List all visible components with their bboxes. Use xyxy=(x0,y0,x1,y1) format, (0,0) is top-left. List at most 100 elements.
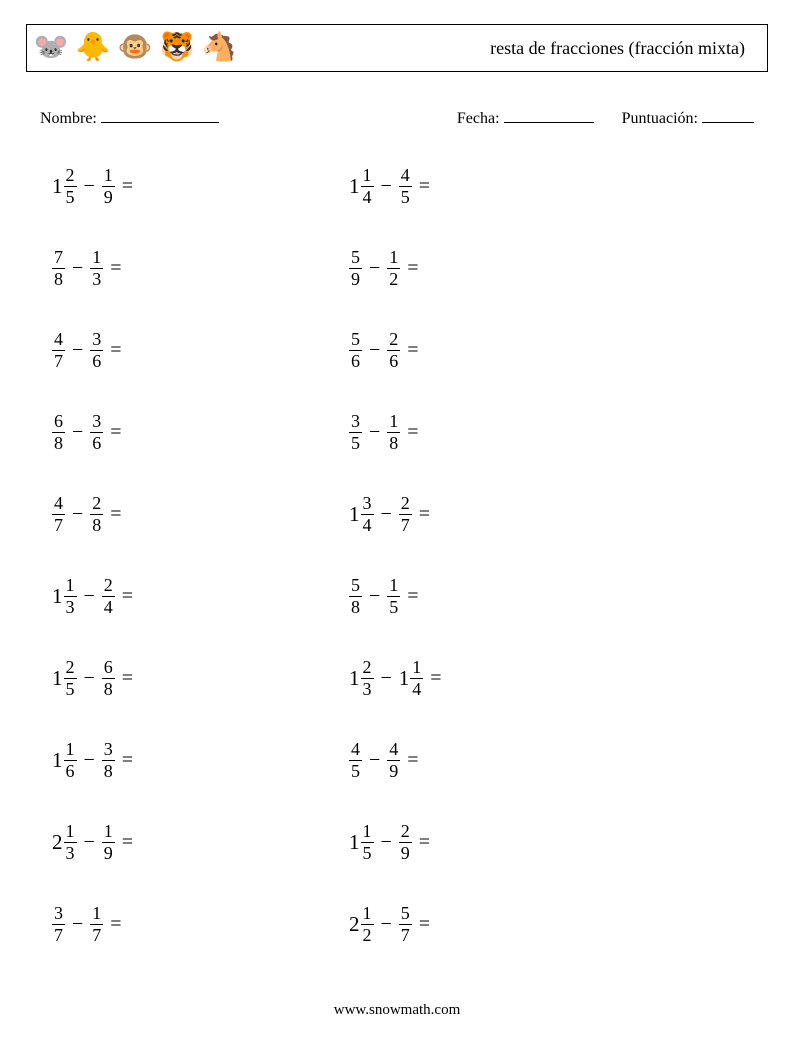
minus-operator: − xyxy=(381,913,392,936)
fraction: 36 xyxy=(90,412,103,453)
equals-sign: = xyxy=(110,421,121,444)
fraction-denominator: 5 xyxy=(399,188,412,207)
fraction-numerator: 1 xyxy=(410,658,423,677)
fraction-denominator: 7 xyxy=(52,516,65,535)
fraction: 14 xyxy=(361,166,374,207)
minus-operator: − xyxy=(72,503,83,526)
mouse-face-icon: 🐭 xyxy=(33,30,69,66)
problem: 116−38= xyxy=(52,719,349,801)
fraction-denominator: 2 xyxy=(387,270,400,289)
problem: 115−29= xyxy=(349,801,442,883)
problem: 134−27= xyxy=(349,473,442,555)
fraction: 49 xyxy=(387,740,400,781)
fraction: 45 xyxy=(399,166,412,207)
fraction: 57 xyxy=(399,904,412,945)
problem: 68−36= xyxy=(52,391,349,473)
minus-operator: − xyxy=(369,339,380,362)
minus-operator: − xyxy=(84,667,95,690)
fraction-denominator: 3 xyxy=(64,598,77,617)
fraction-denominator: 4 xyxy=(361,516,374,535)
date-blank[interactable] xyxy=(504,108,594,123)
fraction: 24 xyxy=(102,576,115,617)
fraction: 27 xyxy=(399,494,412,535)
equals-sign: = xyxy=(407,339,418,362)
problem: 47−36= xyxy=(52,309,349,391)
fraction-numerator: 1 xyxy=(64,740,77,759)
equals-sign: = xyxy=(122,585,133,608)
problem: 37−17= xyxy=(52,883,349,965)
fraction: 16 xyxy=(64,740,77,781)
fraction-denominator: 5 xyxy=(349,762,362,781)
minus-operator: − xyxy=(381,175,392,198)
minus-operator: − xyxy=(369,749,380,772)
fraction: 25 xyxy=(64,658,77,699)
problems-col-2: 114−45=59−12=56−26=35−18=134−27=58−15=12… xyxy=(349,145,442,965)
mixed-whole: 1 xyxy=(349,502,360,527)
mixed-whole: 2 xyxy=(52,830,63,855)
problem: 56−26= xyxy=(349,309,442,391)
fraction-denominator: 2 xyxy=(361,926,374,945)
fraction: 34 xyxy=(361,494,374,535)
fraction: 25 xyxy=(64,166,77,207)
name-label: Nombre: xyxy=(40,110,97,127)
fraction: 28 xyxy=(90,494,103,535)
fraction-denominator: 9 xyxy=(102,188,115,207)
equals-sign: = xyxy=(419,913,430,936)
fraction-denominator: 8 xyxy=(52,434,65,453)
problem: 123−114= xyxy=(349,637,442,719)
fraction-numerator: 4 xyxy=(399,166,412,185)
fraction-numerator: 2 xyxy=(399,494,412,513)
problem: 78−13= xyxy=(52,227,349,309)
fraction-denominator: 4 xyxy=(361,188,374,207)
meta-score: Puntuación: xyxy=(622,108,754,128)
minus-operator: − xyxy=(381,667,392,690)
fraction-denominator: 5 xyxy=(361,844,374,863)
fraction-denominator: 7 xyxy=(399,516,412,535)
fraction-numerator: 1 xyxy=(387,412,400,431)
date-label: Fecha: xyxy=(457,110,500,127)
fraction: 19 xyxy=(102,822,115,863)
fraction: 15 xyxy=(361,822,374,863)
problem: 58−15= xyxy=(349,555,442,637)
fraction-denominator: 7 xyxy=(52,926,65,945)
score-blank[interactable] xyxy=(702,108,754,123)
fraction-numerator: 5 xyxy=(349,330,362,349)
fraction-numerator: 1 xyxy=(102,822,115,841)
problem: 113−24= xyxy=(52,555,349,637)
fraction: 45 xyxy=(349,740,362,781)
fraction-numerator: 4 xyxy=(387,740,400,759)
fraction: 78 xyxy=(52,248,65,289)
fraction: 59 xyxy=(349,248,362,289)
fraction-numerator: 3 xyxy=(361,494,374,513)
fraction-numerator: 2 xyxy=(90,494,103,513)
fraction-numerator: 1 xyxy=(361,166,374,185)
fraction-numerator: 3 xyxy=(52,904,65,923)
fraction: 17 xyxy=(90,904,103,945)
fraction-numerator: 3 xyxy=(349,412,362,431)
equals-sign: = xyxy=(110,503,121,526)
name-blank[interactable] xyxy=(101,108,219,123)
fraction-denominator: 9 xyxy=(399,844,412,863)
problem: 125−68= xyxy=(52,637,349,719)
fraction-numerator: 3 xyxy=(90,330,103,349)
fraction-numerator: 7 xyxy=(52,248,65,267)
mixed-whole: 1 xyxy=(52,748,63,773)
mixed-whole: 1 xyxy=(52,666,63,691)
fraction: 47 xyxy=(52,330,65,371)
fraction-denominator: 9 xyxy=(387,762,400,781)
mixed-whole: 1 xyxy=(52,584,63,609)
minus-operator: − xyxy=(369,421,380,444)
fraction: 26 xyxy=(387,330,400,371)
fraction-numerator: 5 xyxy=(349,248,362,267)
fraction-denominator: 5 xyxy=(64,188,77,207)
fraction: 13 xyxy=(90,248,103,289)
fraction: 15 xyxy=(387,576,400,617)
minus-operator: − xyxy=(84,749,95,772)
fraction-denominator: 7 xyxy=(52,352,65,371)
fraction-denominator: 5 xyxy=(387,598,400,617)
fraction-numerator: 1 xyxy=(64,576,77,595)
problem: 213−19= xyxy=(52,801,349,883)
fraction-denominator: 6 xyxy=(90,434,103,453)
equals-sign: = xyxy=(122,667,133,690)
fraction: 12 xyxy=(361,904,374,945)
